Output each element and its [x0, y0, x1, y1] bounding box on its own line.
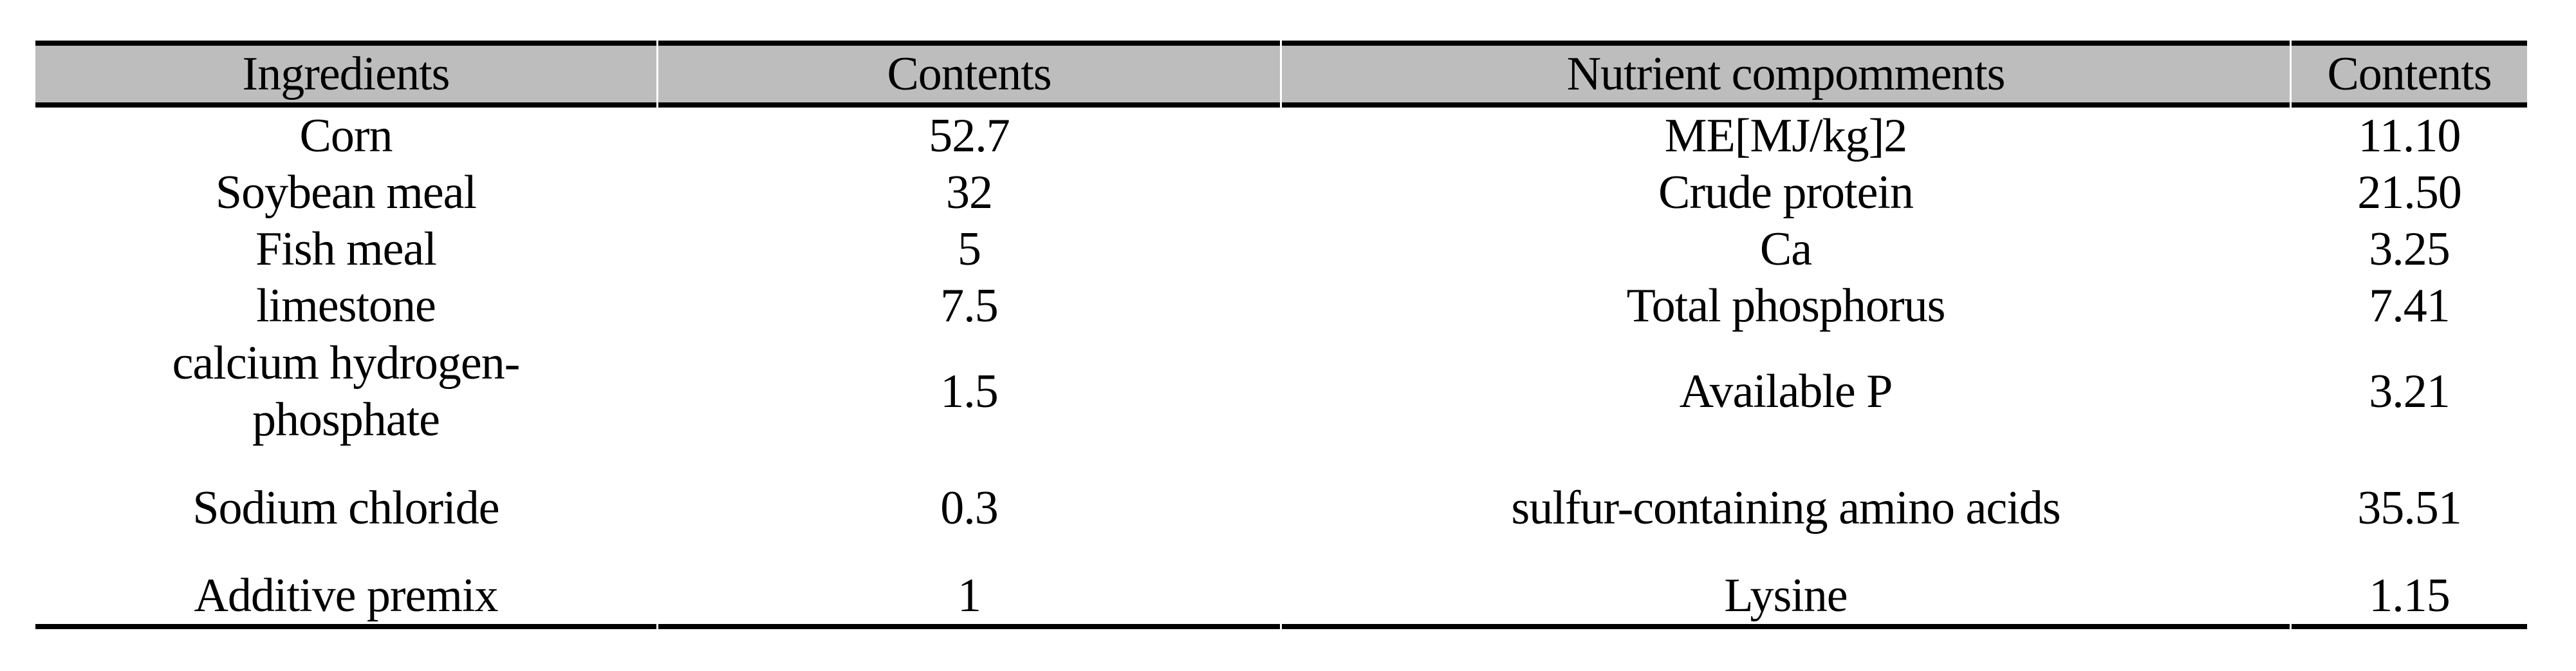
cell-ingredient-content: 32: [946, 166, 993, 219]
cell-ingredient: Corn: [299, 109, 393, 162]
cell-nutrient: Available P: [1679, 364, 1893, 418]
table-header-row: Ingredients Contents Nutrient compomment…: [35, 41, 2527, 108]
cell-nutrient-content: 3.21: [2369, 364, 2451, 418]
cell-nutrient: Total phosphorus: [1626, 279, 1946, 332]
cell-ingredient: Sodium chloride: [192, 481, 499, 534]
cell-nutrient-content: 1.15: [2292, 567, 2527, 629]
diet-composition-table-wrap: Ingredients Contents Nutrient compomment…: [33, 41, 2529, 629]
cell-nutrient-content: 35.51: [2357, 481, 2462, 534]
cell-nutrient-content: 7.41: [2369, 279, 2451, 332]
cell-nutrient: ME[MJ/kg]2: [1664, 109, 1907, 162]
cell-nutrient-content: 21.50: [2357, 166, 2462, 219]
cell-ingredient-content: 5: [958, 223, 981, 276]
table-row: limestone 7.5 Total phosphorus 7.41: [35, 278, 2527, 334]
col-header-nutrients: Nutrient compomments: [1282, 41, 2290, 108]
cell-ingredient: Additive premix: [35, 567, 656, 629]
table-row: Fish meal 5 Ca 3.25: [35, 221, 2527, 278]
cell-nutrient: Crude protein: [1658, 166, 1914, 219]
diet-composition-table: Ingredients Contents Nutrient compomment…: [33, 41, 2529, 629]
col-header-ingredients: Ingredients: [35, 41, 656, 108]
table-row: Soybean meal 32 Crude protein 21.50: [35, 164, 2527, 221]
cell-ingredient: calcium hydrogen- phosphate: [172, 336, 521, 446]
cell-ingredient-content: 52.7: [929, 109, 1010, 162]
table-row: Additive premix 1 Lysine 1.15: [35, 567, 2527, 629]
cell-nutrient: Lysine: [1282, 567, 2290, 629]
cell-ingredient-content: 1: [658, 567, 1280, 629]
col-header-ingredients-contents: Contents: [658, 41, 1280, 108]
cell-ingredient: Fish meal: [255, 223, 437, 276]
cell-nutrient-content: 3.25: [2369, 223, 2451, 276]
table-row: calcium hydrogen- phosphate 1.5 Availabl…: [35, 334, 2527, 448]
cell-ingredient-content: 0.3: [940, 481, 999, 534]
table-row: Corn 52.7 ME[MJ/kg]2 11.10: [35, 108, 2527, 164]
col-header-nutrients-contents: Contents: [2292, 41, 2527, 108]
cell-ingredient: Soybean meal: [215, 166, 477, 219]
cell-nutrient: sulfur-containing amino acids: [1511, 481, 2061, 534]
cell-nutrient: Ca: [1759, 223, 1812, 276]
table-row: Sodium chloride 0.3 sulfur-containing am…: [35, 448, 2527, 567]
cell-ingredient-content: 7.5: [940, 279, 999, 332]
cell-nutrient-content: 11.10: [2358, 109, 2461, 162]
cell-ingredient-content: 1.5: [940, 364, 999, 418]
cell-ingredient: limestone: [256, 279, 436, 332]
